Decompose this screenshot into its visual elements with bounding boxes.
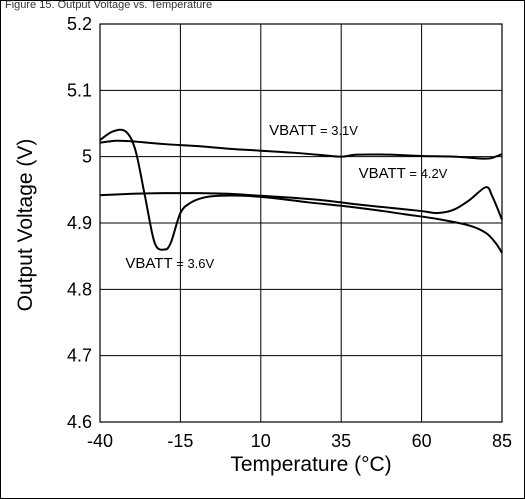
series-label-name: VBATT (269, 122, 316, 139)
y-tick-label: 4.8 (67, 279, 92, 299)
x-tick-label: 60 (412, 431, 432, 451)
series-label-value: = 3.1V (316, 123, 358, 138)
series-label-value: = 4.2V (406, 166, 448, 181)
y-tick-label: 4.7 (67, 346, 92, 366)
grid-layer (100, 24, 502, 422)
y-tick-label: 4.6 (67, 412, 92, 432)
series-line-2 (99, 186, 503, 221)
plot-area (99, 23, 503, 423)
y-axis-title: Output Voltage (V) (14, 139, 37, 312)
series-label-3: VBATT = 3.6V (125, 255, 214, 272)
y-tick-label: 5.2 (67, 14, 92, 34)
x-tick-label: 85 (492, 431, 512, 451)
series-label-1: VBATT = 3.1V (269, 122, 358, 139)
y-tick-label: 5.1 (67, 80, 92, 100)
x-tick-label: -40 (87, 431, 113, 451)
x-tick-labels: -40 -15 10 35 60 85 (87, 431, 512, 451)
x-tick-label: 35 (331, 431, 351, 451)
y-tick-labels: 4.6 4.7 4.8 4.9 5 5.1 5.2 (67, 14, 92, 432)
series-line-3 (99, 128, 503, 254)
x-tick-label: 10 (251, 431, 271, 451)
x-axis-title: Temperature (°C) (230, 453, 391, 476)
y-tick-label: 4.9 (67, 213, 92, 233)
series-label-name: VBATT (359, 165, 406, 182)
series-layer (99, 128, 503, 254)
series-label-name: VBATT (125, 255, 172, 272)
y-tick-label: 5 (82, 147, 92, 167)
series-line-1 (99, 139, 503, 160)
x-tick-label: -15 (167, 431, 193, 451)
series-label-2: VBATT = 4.2V (359, 165, 448, 182)
figure-caption: Figure 15. Output Voltage vs. Temperatur… (5, 0, 213, 11)
series-label-value: = 3.6V (173, 256, 215, 271)
